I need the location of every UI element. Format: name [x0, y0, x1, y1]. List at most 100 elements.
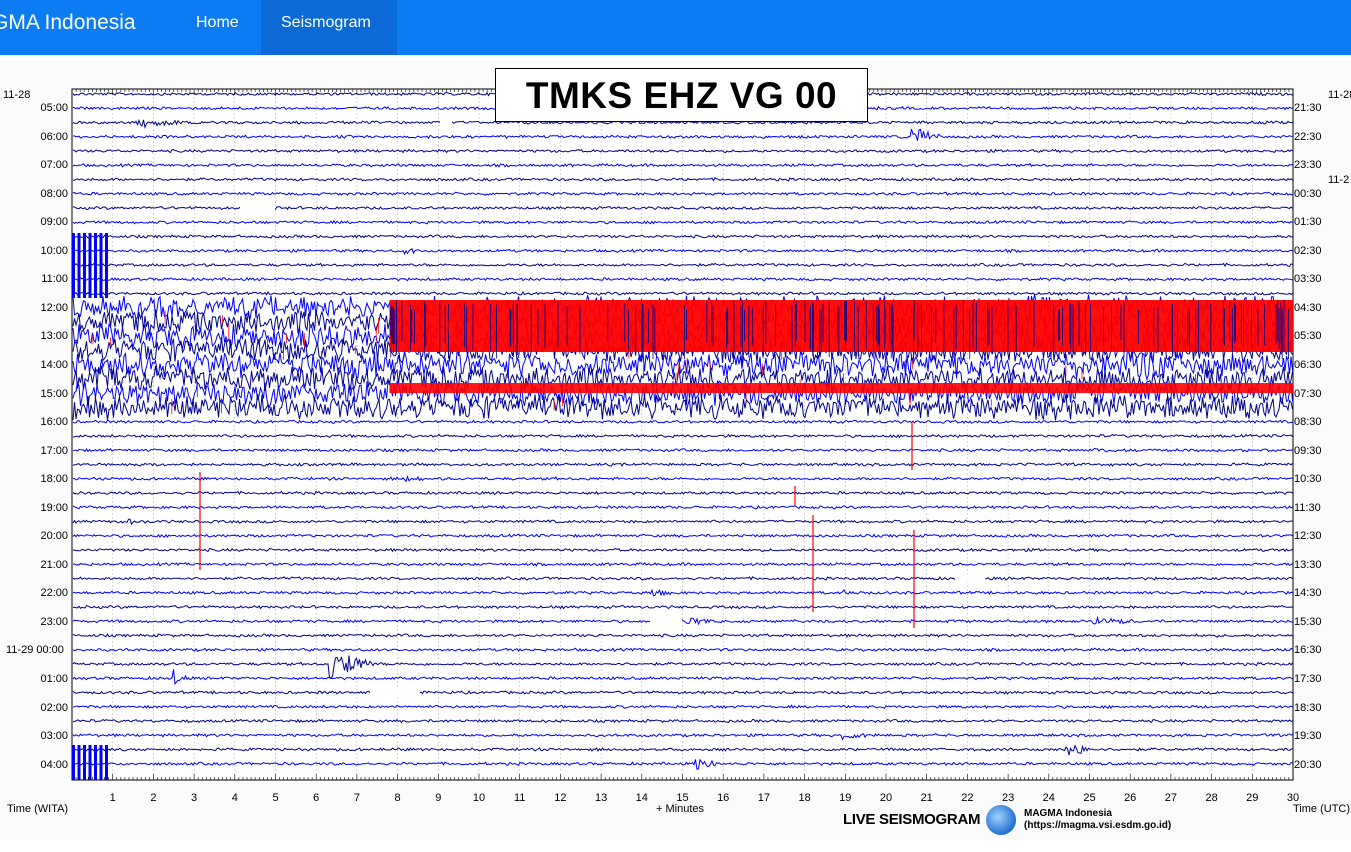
hour-label-left: 15:00 [40, 387, 68, 400]
hour-label-left: 19:00 [40, 501, 68, 514]
hour-label-left: 02:00 [40, 701, 68, 714]
x-tick-label: 17 [757, 792, 771, 804]
trace-row [72, 615, 1293, 626]
calibration-pulse [72, 233, 108, 298]
hour-label-right: 19:30 [1294, 730, 1322, 743]
x-tick-label: 4 [231, 792, 238, 804]
org-url[interactable]: (https://magma.vsi.esdm.go.id) [1024, 820, 1172, 831]
nav-home-link[interactable]: Home [196, 14, 239, 31]
x-tick-label: 19 [839, 792, 852, 804]
trace-row [72, 744, 1293, 756]
hour-label-right: 04:30 [1294, 301, 1322, 314]
x-axis-label: + Minutes [656, 803, 704, 815]
trace-row [72, 704, 1293, 710]
x-tick-label: 8 [394, 792, 401, 804]
hour-label-right: 05:30 [1294, 330, 1322, 343]
hour-label-left: 01:00 [40, 673, 68, 685]
brand-title[interactable]: AGMA Indonesia [0, 11, 136, 34]
x-tick-label: 9 [435, 792, 442, 804]
right-axis-label: Time (UTC) [1293, 803, 1351, 815]
x-tick-label: 13 [594, 792, 608, 804]
nav-seismogram-link[interactable]: Seismogram [261, 0, 397, 55]
hour-label-right: 23:30 [1294, 159, 1322, 172]
live-seismogram-label: LIVE SEISMOGRAM [843, 811, 981, 828]
hour-label-right: 01:30 [1294, 216, 1322, 229]
hour-label-right: 16:30 [1294, 644, 1322, 657]
trace-row [72, 248, 1293, 256]
x-tick-label: 16 [717, 792, 730, 804]
hour-label-right: 03:30 [1294, 273, 1322, 286]
data-gap [650, 619, 682, 627]
trace-row [72, 205, 1293, 211]
seismogram-title: TMKS EHZ VG 00 [495, 68, 868, 122]
x-tick-label: 3 [191, 792, 198, 804]
trace-row [72, 419, 1293, 425]
trace-row [72, 447, 1293, 453]
trace-row [72, 669, 1293, 686]
date-label-left-next: 11-29 00:00 [6, 644, 64, 657]
x-tick-label: 10 [472, 792, 486, 804]
hour-label-left: 05:00 [40, 102, 68, 114]
hour-label-left: 14:00 [40, 358, 68, 371]
x-tick-label: 28 [1205, 792, 1218, 804]
trace-row [72, 234, 1293, 239]
hour-label-right: 13:30 [1294, 558, 1322, 571]
trace-row [72, 365, 1293, 393]
trace-row [72, 547, 1293, 553]
hour-label-left: 08:00 [40, 187, 68, 200]
x-tick-label: 14 [635, 792, 648, 804]
x-tick-label: 15 [676, 792, 689, 804]
x-tick-label: 26 [1124, 792, 1137, 804]
hour-label-left: 18:00 [40, 473, 68, 486]
hour-label-right: 00:30 [1294, 187, 1322, 200]
x-tick-label: 18 [798, 792, 811, 804]
trace-row [72, 561, 1293, 567]
hour-label-left: 04:00 [40, 758, 68, 771]
data-gap [955, 574, 985, 582]
trace-row [72, 475, 1293, 483]
org-name: MAGMA Indonesia [1024, 808, 1112, 819]
trace-row [72, 576, 1293, 581]
trace-row [72, 655, 1293, 679]
hour-label-left: 11:00 [41, 273, 68, 286]
x-tick-label: 11 [513, 792, 526, 804]
x-tick-label: 5 [272, 792, 279, 804]
x-tick-label: 22 [961, 792, 974, 804]
magma-logo [986, 805, 1016, 835]
hour-label-left: 12:00 [40, 301, 68, 314]
trace-row [72, 604, 1293, 610]
trace-row [72, 533, 1293, 539]
hour-label-left: 23:00 [40, 615, 68, 628]
x-tick-label: 27 [1164, 792, 1178, 804]
hour-label-left: 13:00 [40, 330, 68, 343]
hour-label-right: 02:30 [1294, 244, 1322, 257]
helicorder-plot [71, 88, 1294, 781]
data-gap [370, 690, 420, 698]
x-tick-label: 7 [353, 792, 360, 804]
x-tick-label: 29 [1246, 792, 1259, 804]
trace-row [72, 276, 1293, 282]
trace-row [72, 718, 1293, 724]
trace-row [72, 690, 1293, 695]
trace-row [72, 504, 1293, 510]
hour-label-left: 21:00 [40, 558, 68, 571]
navbar: AGMA Indonesia Home Seismogram [0, 0, 1351, 55]
x-tick-label: 23 [1001, 792, 1015, 804]
x-tick-label: 12 [554, 792, 567, 804]
x-tick-label: 20 [879, 792, 893, 804]
trace-row [72, 347, 1293, 382]
trace-row [72, 433, 1293, 439]
date-label-left: 11-28 [3, 89, 31, 101]
hour-label-left: 17:00 [40, 444, 68, 457]
trace-row [72, 462, 1293, 467]
hour-label-left: 22:00 [40, 587, 68, 600]
calibration-pulse [72, 745, 108, 780]
trace-row [72, 518, 1293, 526]
trace-row [72, 732, 1293, 741]
date-label-right-next: 11-2 [1328, 174, 1350, 186]
trace-row [73, 177, 1293, 182]
trace-row [72, 128, 1293, 141]
trace-row [72, 219, 1293, 225]
clipped-signal [92, 300, 1294, 414]
hour-label-right: 17:30 [1294, 673, 1322, 685]
